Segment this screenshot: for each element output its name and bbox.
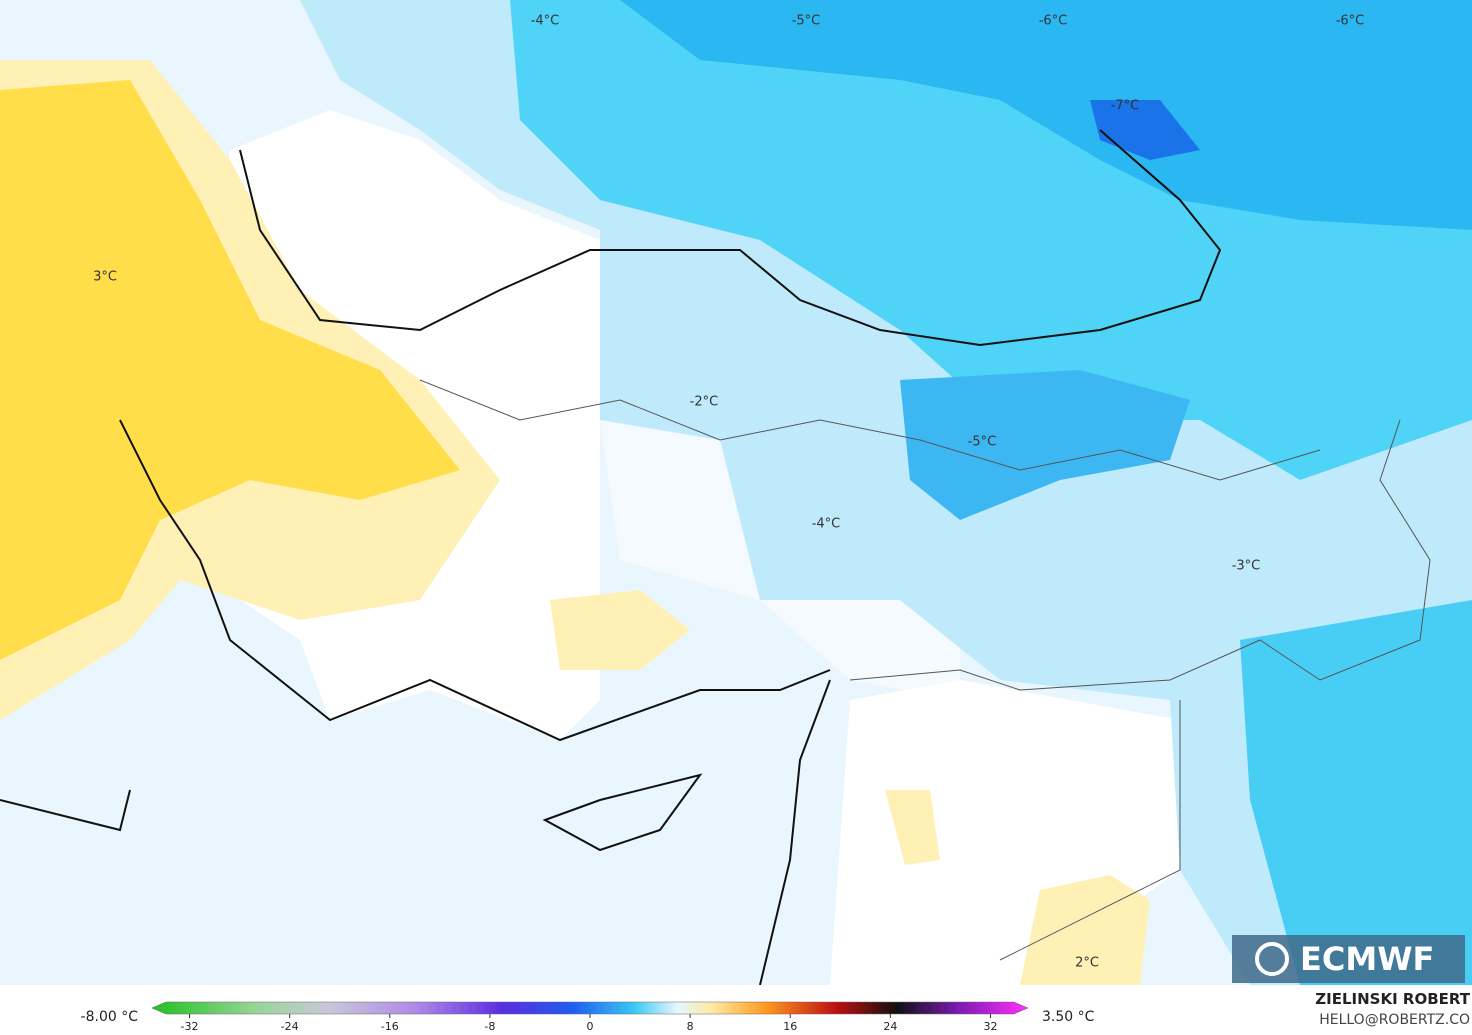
- colorbar-bar: [151, 1001, 1029, 1015]
- map-area: [0, 0, 1472, 986]
- black-sea-coast: [239, 129, 1222, 347]
- colorbar-min-label: -8.00 °C: [81, 1009, 139, 1025]
- colorbar-tick-label: 8: [687, 1020, 694, 1033]
- colorbar-max-label: 3.50 °C: [1042, 1009, 1095, 1025]
- colorbar-tick-label: 16: [783, 1020, 797, 1033]
- colorbar-tick-label: 32: [983, 1020, 997, 1033]
- temperature-label: -4°C: [531, 14, 560, 29]
- temperature-label: 2°C: [1075, 956, 1099, 971]
- temperature-label: 3°C: [93, 270, 117, 285]
- cold-patch-east: [900, 370, 1190, 520]
- province-lines: [419, 379, 1321, 481]
- temperature-label: -6°C: [1336, 14, 1365, 29]
- southern-border: [849, 419, 1431, 691]
- coastlines: [0, 129, 1222, 986]
- colorbar-tick-label: -16: [381, 1020, 399, 1033]
- colorbar-tick-label: 0: [587, 1020, 594, 1033]
- colorbar-tick-label: -8: [484, 1020, 495, 1033]
- warm-patch-central: [550, 590, 690, 670]
- colorbar: -32 -24 -16 -8 0 8 16 24 32: [151, 1001, 1029, 1033]
- greece-coast: [0, 789, 131, 832]
- borders: [419, 379, 1431, 961]
- logo-text: ECMWF: [1300, 940, 1434, 978]
- south-coast: [119, 419, 831, 742]
- colorbar-tick-label: 24: [883, 1020, 897, 1033]
- levant-coast: [759, 679, 831, 986]
- temperature-label: -4°C: [812, 517, 841, 532]
- logo-icon: [1255, 942, 1289, 976]
- author: ZIELINSKI ROBERT: [1315, 990, 1470, 1008]
- temperature-label: -5°C: [968, 435, 997, 450]
- syria-border: [999, 700, 1181, 961]
- cold-strong: [620, 0, 1472, 230]
- temperature-label: -3°C: [1232, 559, 1261, 574]
- warm-patch-syria: [885, 790, 940, 865]
- temperature-label: -6°C: [1039, 14, 1068, 29]
- colorbar-tick-label: -32: [181, 1020, 199, 1033]
- cyprus: [542, 773, 703, 852]
- colorbar-tick-label: -24: [281, 1020, 299, 1033]
- temperature-label: -7°C: [1111, 99, 1140, 114]
- temperature-label: -2°C: [690, 395, 719, 410]
- map-labels: -4°C -5°C -6°C -6°C -7°C 3°C -2°C -5°C -4°C -3°C 2…: [93, 14, 1364, 971]
- logo: ECMWF: [1232, 935, 1465, 983]
- temperature-label: -5°C: [792, 14, 821, 29]
- warm-patch-south: [1020, 875, 1150, 985]
- contact: HELLO@ROBERTZ.CO: [1319, 1012, 1470, 1028]
- warm-medium: [0, 80, 460, 660]
- cold-patch-se: [1240, 600, 1472, 985]
